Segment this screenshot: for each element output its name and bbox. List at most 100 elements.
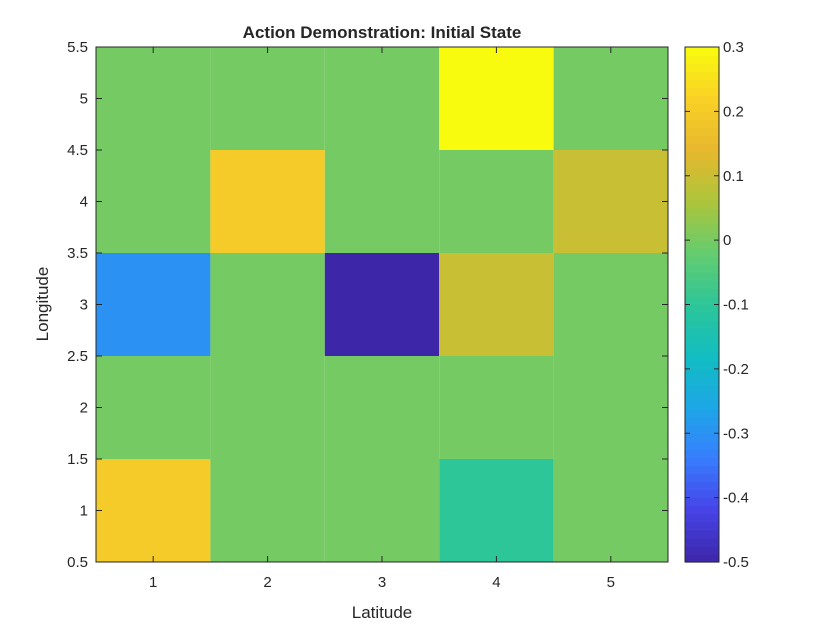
colorbar-band bbox=[685, 344, 719, 354]
y-tick-label: 3.5 bbox=[67, 245, 88, 262]
colorbar-band bbox=[685, 368, 719, 378]
colorbar-tick-label: 0.1 bbox=[723, 168, 744, 185]
heatmap-cell bbox=[96, 47, 211, 150]
colorbar-band bbox=[685, 127, 719, 137]
y-axis-label: Longitude bbox=[33, 267, 52, 342]
heatmap-cell bbox=[553, 253, 668, 356]
colorbar-band bbox=[685, 167, 719, 177]
colorbar-band bbox=[685, 553, 719, 563]
heatmap-cell bbox=[96, 356, 211, 459]
colorbar-band bbox=[685, 304, 719, 314]
heatmap-cell bbox=[439, 150, 554, 253]
colorbar-band bbox=[685, 352, 719, 362]
y-tick-label: 2 bbox=[80, 400, 88, 417]
colorbar-band bbox=[685, 393, 719, 402]
heatmap-cell bbox=[553, 459, 668, 562]
colorbar-band bbox=[685, 384, 719, 394]
colorbar-tick-label: -0.4 bbox=[723, 490, 749, 507]
colorbar-tick-label: 0 bbox=[723, 232, 731, 249]
colorbar-band bbox=[685, 143, 719, 153]
x-axis-ticks: 1 2 3 4 5 bbox=[149, 47, 615, 591]
colorbar: 0.3 0.2 0.1 0 -0.1 -0.2 -0.3 -0.4 -0.5 bbox=[684, 39, 749, 571]
colorbar-band bbox=[685, 441, 719, 450]
x-axis-label: Latitude bbox=[352, 603, 413, 622]
x-tick-label: 1 bbox=[149, 574, 157, 591]
colorbar-band bbox=[685, 79, 719, 88]
heatmap-cell bbox=[553, 47, 668, 150]
colorbar-tick-label: -0.5 bbox=[723, 554, 749, 571]
heatmap-cell bbox=[553, 150, 668, 253]
heatmap-cell bbox=[324, 253, 440, 356]
y-tick-label: 2.5 bbox=[67, 348, 88, 365]
colorbar-band bbox=[685, 481, 719, 491]
colorbar-band bbox=[685, 191, 719, 201]
heatmap-cell bbox=[210, 150, 325, 253]
colorbar-band bbox=[685, 87, 719, 96]
colorbar-band bbox=[685, 95, 719, 104]
colorbar-band bbox=[685, 425, 719, 434]
x-tick-label: 5 bbox=[607, 574, 615, 591]
colorbar-band bbox=[685, 529, 719, 539]
colorbar-tick-label: 0.3 bbox=[723, 39, 744, 56]
colorbar-band bbox=[685, 497, 719, 507]
heatmap-cell bbox=[553, 356, 668, 459]
heatmap-cell bbox=[210, 253, 325, 356]
colorbar-band bbox=[685, 312, 719, 322]
y-tick-label: 5 bbox=[80, 91, 88, 108]
colorbar-band bbox=[685, 417, 719, 426]
x-tick-label: 2 bbox=[263, 574, 271, 591]
colorbar-band bbox=[685, 151, 719, 161]
colorbar-band bbox=[685, 256, 719, 265]
colorbar-band bbox=[685, 328, 719, 338]
heatmap-cell bbox=[324, 47, 440, 150]
colorbar-band bbox=[685, 199, 719, 209]
heatmap-cell bbox=[210, 356, 325, 459]
colorbar-band bbox=[685, 545, 719, 555]
colorbar-band bbox=[685, 473, 719, 483]
colorbar-band bbox=[685, 465, 719, 475]
chart-title: Action Demonstration: Initial State bbox=[243, 23, 522, 42]
colorbar-band bbox=[685, 111, 719, 121]
colorbar-band bbox=[685, 103, 719, 112]
colorbar-band bbox=[685, 280, 719, 290]
colorbar-band bbox=[685, 320, 719, 330]
colorbar-band bbox=[685, 272, 719, 281]
colorbar-band bbox=[685, 288, 719, 298]
colorbar-band bbox=[685, 360, 719, 370]
colorbar-band bbox=[685, 264, 719, 273]
heatmap-cell bbox=[324, 150, 440, 253]
heatmap-cell bbox=[439, 47, 554, 150]
y-tick-label: 5.5 bbox=[67, 39, 88, 56]
colorbar-band bbox=[685, 215, 719, 225]
y-tick-label: 4.5 bbox=[67, 142, 88, 159]
colorbar-tick-label: -0.3 bbox=[723, 425, 749, 442]
colorbar-band bbox=[685, 159, 719, 169]
y-tick-label: 0.5 bbox=[67, 554, 88, 571]
colorbar-band bbox=[685, 183, 719, 193]
colorbar-band bbox=[685, 248, 719, 257]
colorbar-band bbox=[685, 224, 719, 233]
y-tick-label: 4 bbox=[80, 194, 88, 211]
heatmap-cell bbox=[96, 459, 211, 562]
colorbar-band bbox=[685, 63, 719, 72]
colorbar-band bbox=[685, 47, 719, 56]
colorbar-band bbox=[685, 71, 719, 80]
colorbar-band bbox=[685, 232, 719, 241]
y-tick-label: 3 bbox=[80, 297, 88, 314]
colorbar-band bbox=[685, 376, 719, 386]
y-axis-ticks: 0.5 1 1.5 2 2.5 3 3.5 4 4.5 5 5.5 bbox=[67, 39, 668, 571]
colorbar-band bbox=[685, 457, 719, 467]
heatmap-cell bbox=[96, 150, 211, 253]
colorbar-band bbox=[685, 537, 719, 547]
colorbar-band bbox=[685, 207, 719, 217]
colorbar-tick-label: 0.2 bbox=[723, 103, 744, 120]
colorbar-tick-label: -0.2 bbox=[723, 361, 749, 378]
x-tick-label: 3 bbox=[378, 574, 386, 591]
x-tick-label: 4 bbox=[492, 574, 500, 591]
colorbar-band bbox=[685, 521, 719, 531]
heatmap-cell bbox=[210, 47, 325, 150]
heatmap-cell bbox=[439, 253, 554, 356]
colorbar-band bbox=[685, 175, 719, 185]
heatmap-cell bbox=[324, 356, 440, 459]
